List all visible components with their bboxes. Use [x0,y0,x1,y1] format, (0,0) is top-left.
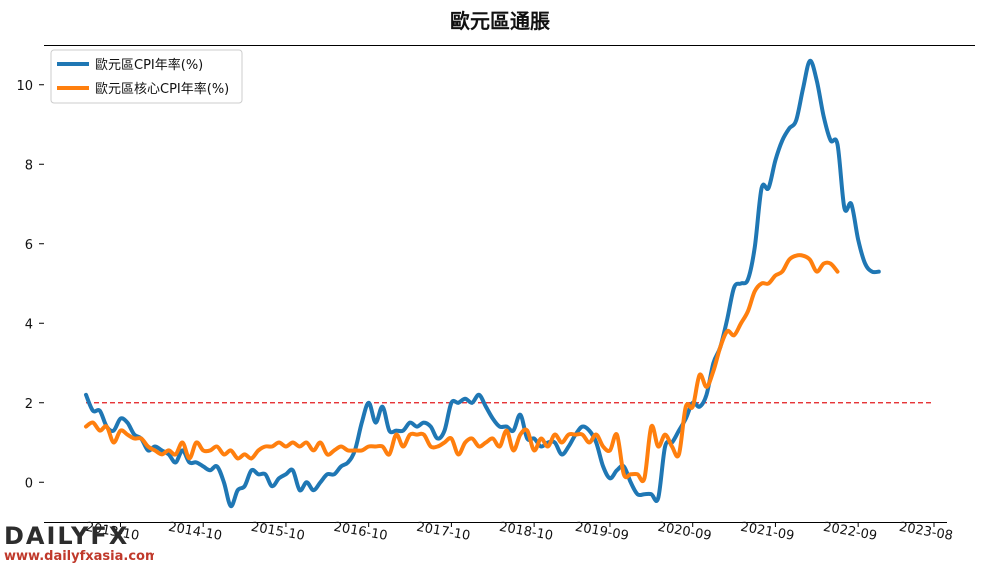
x-tick-label: 2021-09 [739,520,795,544]
x-axis: 2013-10 2014-10 2015-10 2016-10 2017-10 2018-… [84,520,954,544]
x-tick-label: 2017-10 [415,520,471,544]
y-tick-label: 10 [16,79,33,94]
series-line-core-cpi [84,253,840,484]
x-tick-label: 2022-09 [822,520,878,544]
y-tick-label: 4 [25,317,33,332]
y-tick-label: 8 [25,158,33,173]
series-line-cpi [84,58,881,509]
x-tick-label: 2014-10 [167,520,223,544]
x-tick-label: 2016-10 [332,520,388,544]
x-tick-label: 2020-09 [657,520,713,544]
x-tick-label: 2018-10 [498,520,554,544]
legend-box [50,49,243,104]
y-tick-label: 0 [25,476,33,491]
y-tick-label: 6 [25,238,33,253]
y-tick-label: 2 [25,397,33,412]
legend-label-core-cpi: 歐元區核心CPI年率(%) [95,81,229,97]
logo-url-text: www.dailyfxasia.com [4,549,154,564]
series-layer [84,58,881,509]
y-axis: 0 2 4 6 8 10 [16,79,44,491]
legend: 歐元區CPI年率(%) 歐元區核心CPI年率(%) [50,49,243,104]
logo-brand-text: DAILYFX [4,522,129,550]
chart-title: 歐元區通脹 [450,9,550,33]
x-tick-label: 2015-10 [250,520,306,544]
x-tick-label: 2019-09 [574,520,630,544]
dailyfx-logo: DAILYFX www.dailyfxasia.com [4,522,154,564]
legend-label-cpi: 歐元區CPI年率(%) [95,57,203,73]
x-tick-label: 2023-08 [898,520,954,544]
